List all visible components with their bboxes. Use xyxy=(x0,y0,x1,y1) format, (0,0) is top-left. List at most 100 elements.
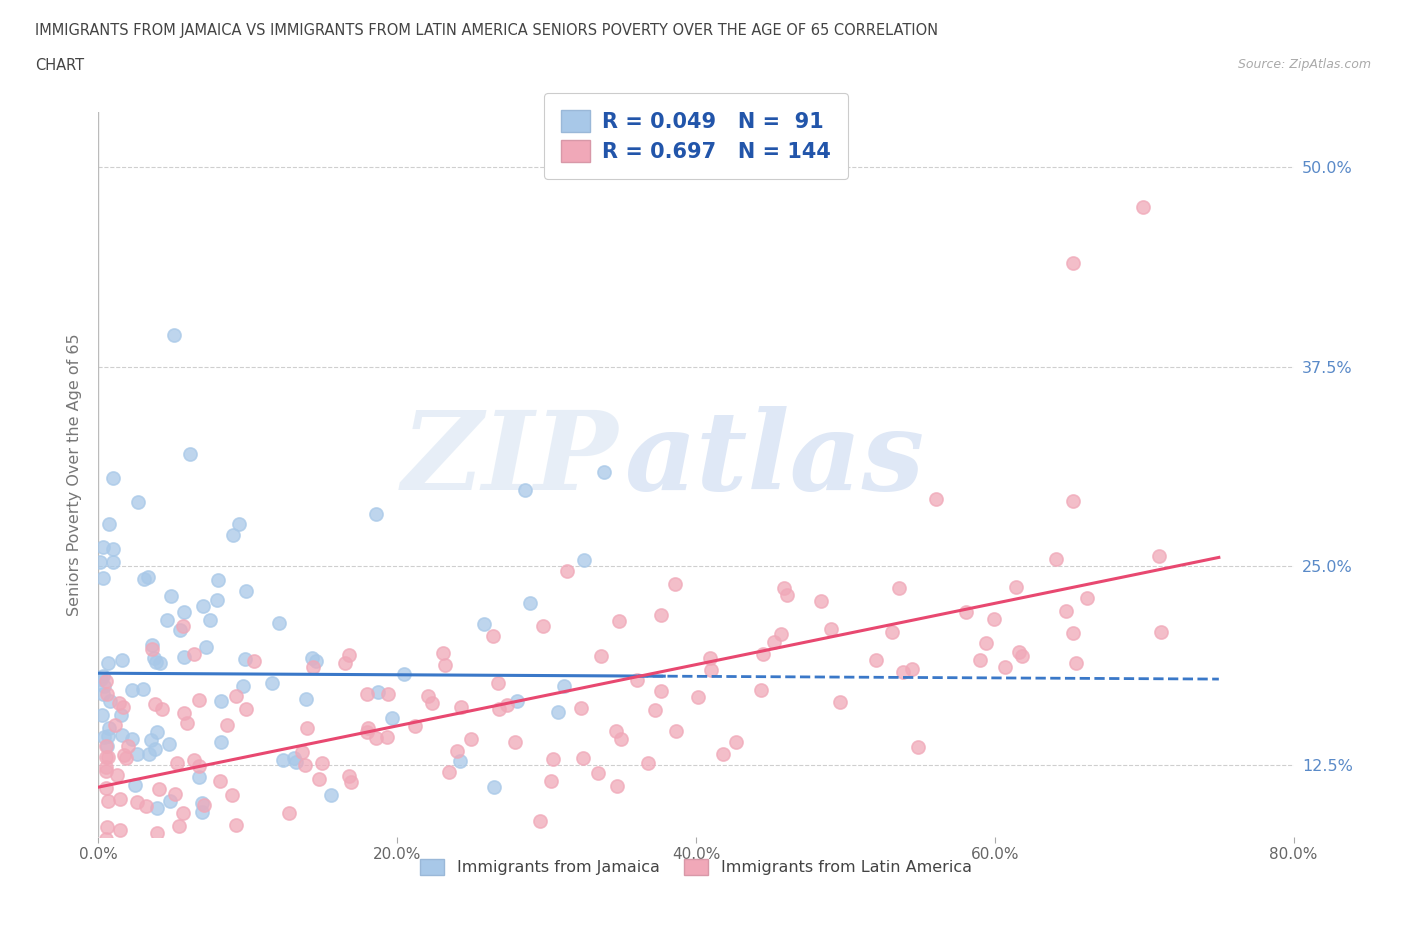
Point xyxy=(1076,591,1098,605)
Point xyxy=(591,648,613,663)
Point xyxy=(450,699,472,714)
Point xyxy=(302,660,325,675)
Point xyxy=(146,724,169,739)
Point xyxy=(446,743,468,758)
Point xyxy=(94,760,117,775)
Point xyxy=(149,655,172,670)
Point xyxy=(232,856,254,870)
Point xyxy=(553,679,575,694)
Point xyxy=(321,788,343,803)
Point xyxy=(127,495,149,510)
Point xyxy=(267,615,290,630)
Point xyxy=(198,613,221,628)
Point xyxy=(1150,625,1173,640)
Point xyxy=(572,751,595,765)
Point xyxy=(749,683,772,698)
Point xyxy=(187,692,209,707)
Point xyxy=(592,464,614,479)
Point xyxy=(96,738,118,753)
Point xyxy=(291,744,314,759)
Point xyxy=(142,650,165,665)
Point xyxy=(773,580,796,595)
Point xyxy=(97,656,120,671)
Point xyxy=(183,752,205,767)
Point xyxy=(132,681,155,696)
Point xyxy=(145,801,167,816)
Point xyxy=(392,667,415,682)
Text: Source: ZipAtlas.com: Source: ZipAtlas.com xyxy=(1237,58,1371,71)
Point xyxy=(91,570,114,585)
Point xyxy=(865,652,887,667)
Point xyxy=(366,730,388,745)
Point xyxy=(96,686,118,701)
Point xyxy=(751,646,773,661)
Point xyxy=(94,869,117,883)
Point xyxy=(820,622,842,637)
Point xyxy=(110,708,132,723)
Point xyxy=(103,471,125,485)
Point xyxy=(94,750,117,764)
Point xyxy=(91,686,114,701)
Point xyxy=(540,773,562,788)
Point xyxy=(357,720,380,735)
Text: ZIP: ZIP xyxy=(402,406,619,513)
Point xyxy=(283,751,305,765)
Point xyxy=(225,817,247,832)
Point xyxy=(1045,551,1067,566)
Point xyxy=(159,793,181,808)
Point xyxy=(337,768,360,783)
Point xyxy=(626,672,648,687)
Point xyxy=(1062,494,1084,509)
Point xyxy=(93,678,115,693)
Point xyxy=(96,820,118,835)
Point xyxy=(519,596,541,611)
Point xyxy=(209,694,232,709)
Point xyxy=(586,765,609,780)
Point xyxy=(111,727,134,742)
Point xyxy=(165,877,187,892)
Point xyxy=(925,492,948,507)
Point xyxy=(221,528,243,543)
Point xyxy=(295,721,318,736)
Point xyxy=(159,589,181,604)
Point xyxy=(135,799,157,814)
Point xyxy=(225,688,247,703)
Point xyxy=(117,739,139,754)
Point xyxy=(172,618,194,633)
Point xyxy=(163,327,186,342)
Point xyxy=(108,822,131,837)
Point xyxy=(127,794,149,809)
Point xyxy=(173,705,195,720)
Point xyxy=(179,447,201,462)
Point xyxy=(763,635,786,650)
Point xyxy=(356,686,378,701)
Point xyxy=(1062,626,1084,641)
Point xyxy=(91,539,114,554)
Point xyxy=(955,604,977,619)
Point xyxy=(141,642,163,657)
Point xyxy=(143,697,166,711)
Point xyxy=(418,688,440,703)
Point xyxy=(243,654,266,669)
Point xyxy=(103,541,125,556)
Point xyxy=(141,732,163,747)
Point xyxy=(209,735,232,750)
Point xyxy=(193,798,215,813)
Point xyxy=(311,756,333,771)
Point xyxy=(235,652,257,667)
Point xyxy=(644,703,666,718)
Point xyxy=(91,870,114,884)
Point xyxy=(108,791,131,806)
Point xyxy=(94,780,117,795)
Point xyxy=(141,637,163,652)
Point xyxy=(337,647,360,662)
Text: CHART: CHART xyxy=(35,58,84,73)
Point xyxy=(217,718,239,733)
Point xyxy=(541,751,564,766)
Point xyxy=(207,573,229,588)
Point xyxy=(887,580,910,595)
Y-axis label: Seniors Poverty Over the Age of 65: Seniors Poverty Over the Age of 65 xyxy=(66,333,82,616)
Point xyxy=(104,717,127,732)
Point xyxy=(91,669,114,684)
Point xyxy=(295,691,318,706)
